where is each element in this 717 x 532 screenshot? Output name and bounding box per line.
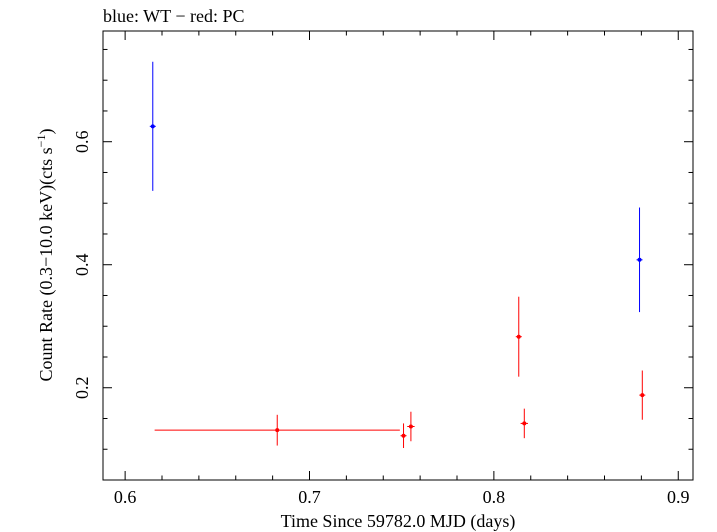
marker bbox=[522, 421, 527, 426]
data-points bbox=[149, 61, 646, 449]
x-axis-label: Time Since 59782.0 MJD (days) bbox=[281, 511, 516, 532]
data-point-wt bbox=[149, 61, 156, 191]
data-point-pc bbox=[154, 414, 400, 446]
x-tick-label: 0.7 bbox=[298, 487, 321, 507]
tick-labels: 0.6 0.7 0.8 0.9 0.2 0.4 0.6 bbox=[72, 130, 690, 507]
y-axis-label: Count Rate (0.3−10.0 keV)(cts s−1) bbox=[34, 129, 57, 382]
plot-frame bbox=[102, 30, 694, 481]
y-axis-label-main: Count Rate (0.3−10.0 keV)(cts s bbox=[36, 147, 57, 381]
y-axis-label-close: ) bbox=[36, 129, 57, 135]
y-tick-label: 0.6 bbox=[72, 130, 92, 153]
marker bbox=[640, 393, 645, 398]
x-tick-label: 0.9 bbox=[667, 487, 690, 507]
axis-ticks bbox=[103, 31, 693, 481]
data-point-pc bbox=[407, 411, 415, 442]
marker bbox=[516, 334, 521, 339]
y-axis-label-sup: −1 bbox=[34, 135, 48, 148]
x-tick-label: 0.6 bbox=[114, 487, 137, 507]
y-tick-label: 0.4 bbox=[72, 253, 92, 276]
chart-title: blue: WT − red: PC bbox=[103, 6, 244, 26]
marker bbox=[275, 428, 280, 433]
data-point-pc bbox=[515, 296, 522, 377]
x-tick-label: 0.8 bbox=[483, 487, 506, 507]
marker bbox=[150, 124, 155, 129]
marker bbox=[408, 424, 413, 429]
data-point-wt bbox=[636, 207, 643, 313]
data-point-pc bbox=[520, 408, 528, 439]
marker bbox=[637, 257, 642, 262]
marker bbox=[401, 433, 406, 438]
data-point-pc bbox=[639, 370, 646, 420]
data-point-pc bbox=[400, 423, 407, 449]
y-tick-label: 0.2 bbox=[72, 376, 92, 399]
